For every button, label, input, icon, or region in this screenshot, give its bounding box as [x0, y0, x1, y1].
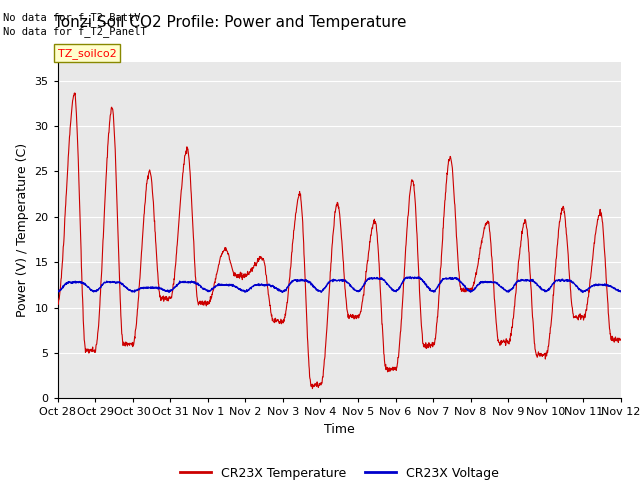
Text: TZ_soilco2: TZ_soilco2 — [58, 48, 116, 59]
Text: No data for f_T2_PanelT: No data for f_T2_PanelT — [3, 26, 147, 37]
Text: No data for f_T2_BattV: No data for f_T2_BattV — [3, 12, 141, 23]
Text: Tonzi Soil CO2 Profile: Power and Temperature: Tonzi Soil CO2 Profile: Power and Temper… — [54, 15, 407, 30]
X-axis label: Time: Time — [324, 423, 355, 436]
Legend: CR23X Temperature, CR23X Voltage: CR23X Temperature, CR23X Voltage — [175, 462, 504, 480]
Y-axis label: Power (V) / Temperature (C): Power (V) / Temperature (C) — [16, 144, 29, 317]
